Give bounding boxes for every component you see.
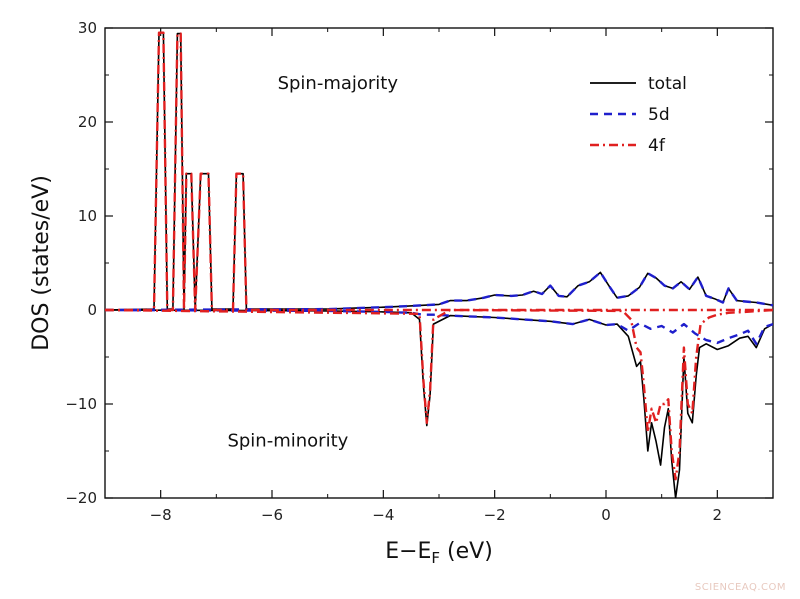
series-line-5d-up: [105, 271, 773, 312]
x-axis-title: E−EF (eV): [385, 539, 493, 567]
x-axis-title-main: E−E: [385, 539, 431, 564]
annotation-spin-minority: Spin-minority: [227, 430, 348, 451]
y-tick-label: 10: [78, 207, 97, 225]
x-axis-title-unit: (eV): [440, 539, 493, 564]
series-line-4f-down: [105, 308, 773, 481]
y-tick-label: 20: [78, 113, 97, 131]
legend-label-4f: 4f: [648, 136, 666, 156]
x-tick-label: 2: [713, 506, 723, 524]
y-tick-label: 30: [78, 19, 97, 37]
series-layer: [105, 31, 773, 498]
x-tick-label: −8: [150, 506, 172, 524]
y-tick-label: −20: [65, 489, 97, 507]
x-axis-title-subscript: F: [431, 549, 440, 567]
legend-label-total: total: [648, 74, 687, 94]
series-line-5d-down: [105, 308, 773, 345]
x-tick-label: −6: [261, 506, 283, 524]
x-tick-label: −4: [372, 506, 394, 524]
legend-label-5d: 5d: [648, 105, 670, 125]
series-line-total-down: [105, 309, 773, 498]
annotation-spin-majority: Spin-majority: [278, 73, 399, 94]
x-tick-label: −2: [484, 506, 506, 524]
legend: total 5d 4f: [590, 74, 687, 156]
y-axis-title: DOS (states/eV): [29, 175, 54, 351]
y-tick-label: −10: [65, 395, 97, 413]
series-line-4f-up: [105, 31, 773, 312]
plot-frame: [104, 27, 774, 499]
y-tick-label: 0: [87, 301, 97, 319]
watermark-text: SCIENCEAQ.COM: [694, 582, 786, 593]
x-tick-label: 0: [601, 506, 611, 524]
